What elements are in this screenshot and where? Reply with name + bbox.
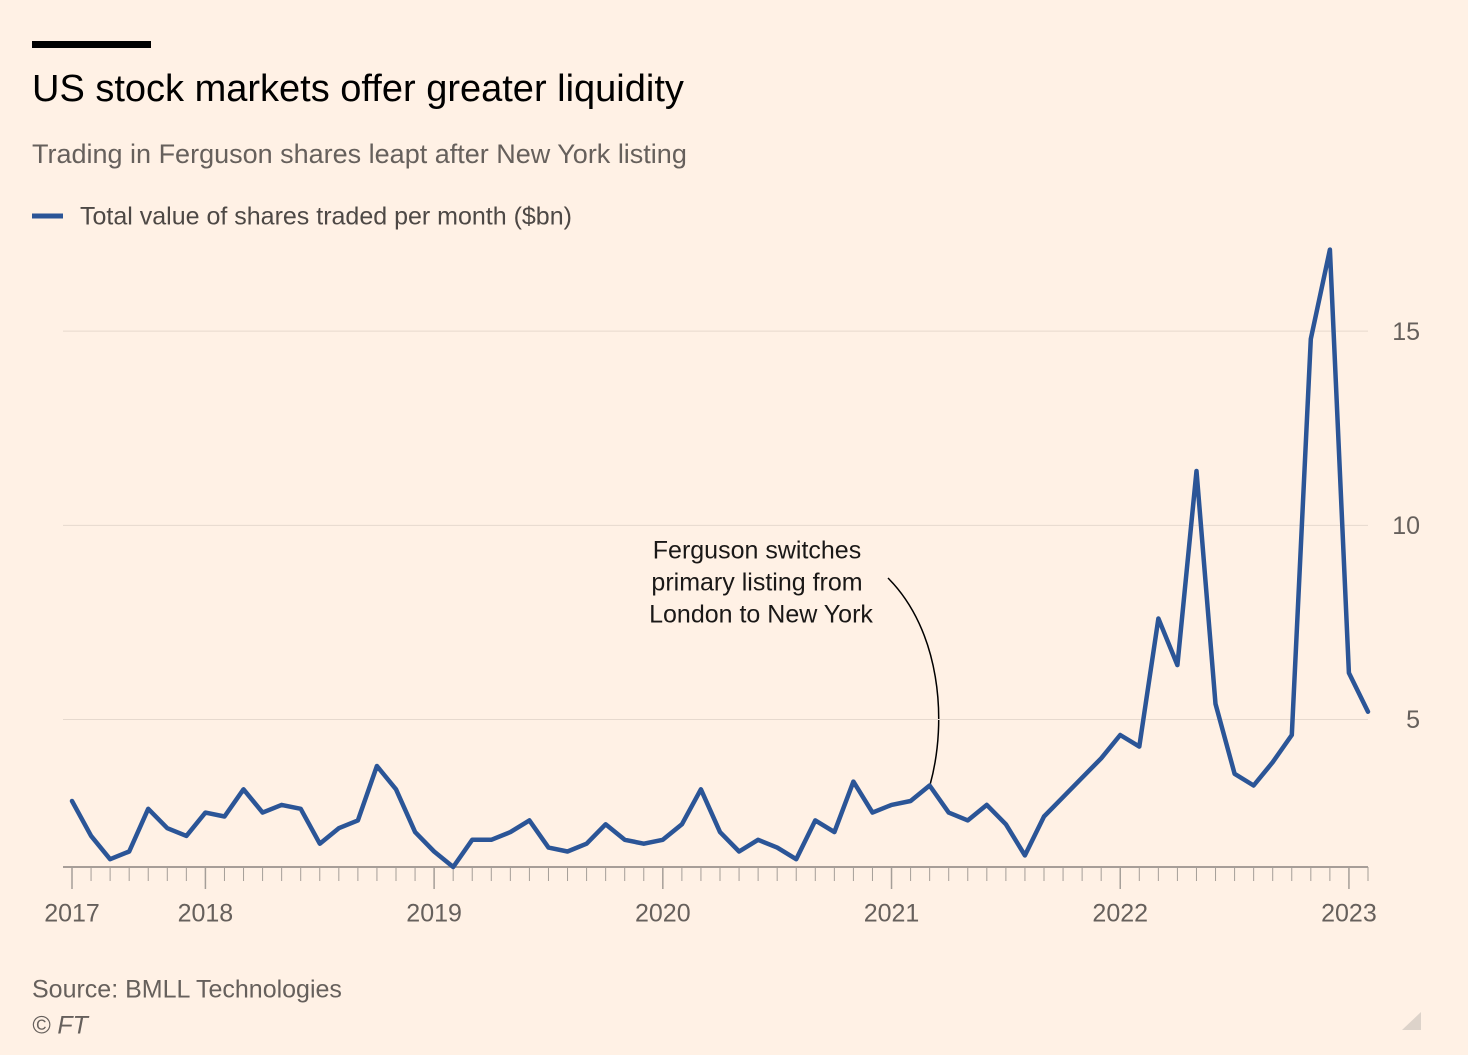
copyright: © FT (32, 1012, 90, 1040)
data-line (69, 247, 1371, 870)
resize-icon (1402, 1012, 1421, 1030)
annotation-arrow (887, 577, 940, 786)
y-tick-label: 15 (1392, 318, 1420, 346)
x-tick-label: 2019 (406, 900, 462, 928)
chart-title: US stock markets offer greater liquidity (32, 68, 684, 110)
x-tick-label: 2022 (1092, 900, 1148, 928)
y-tick-label: 10 (1392, 512, 1420, 540)
x-tick-label: 2018 (178, 900, 234, 928)
x-tick-label: 2021 (864, 900, 920, 928)
chart-subtitle: Trading in Ferguson shares leapt after N… (32, 139, 687, 169)
title-bar (32, 41, 151, 48)
y-tick-label: 5 (1406, 706, 1420, 734)
annotation: primary listing from (651, 569, 862, 597)
annotation: Ferguson switches (653, 537, 861, 565)
x-tick-label: 2020 (635, 900, 691, 928)
x-tick-label: 2023 (1321, 900, 1377, 928)
annotation: London to New York (649, 601, 873, 629)
source: Source: BMLL Technologies (32, 976, 342, 1004)
x-tick-label: 2017 (44, 900, 100, 928)
legend-label: Total value of shares traded per month (… (80, 203, 572, 231)
